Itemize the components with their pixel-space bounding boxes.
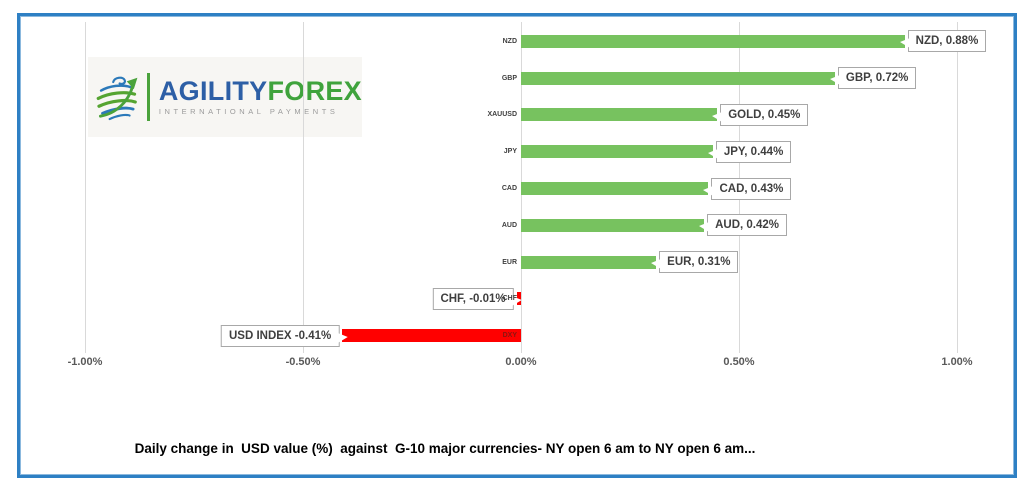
brand-name: AGILITYFOREX (158, 76, 362, 106)
bar-NZD (521, 34, 905, 48)
bar-CAD (521, 182, 709, 195)
callout-pointer (707, 148, 718, 159)
category-label-CHF: CHF (502, 295, 517, 303)
callout-pointer (651, 259, 662, 270)
bar-GBP (521, 71, 835, 85)
data-label-CHF: CHF, -0.01% (432, 287, 522, 310)
brand-tagline: INTERNATIONAL PAYMENTS (158, 107, 339, 116)
x-tick-label-4: 1.00% (941, 356, 973, 368)
data-label-NZD: NZD, 0.88% (899, 30, 987, 53)
x-tick-label-3: 0.50% (723, 356, 755, 368)
bar-AUD (521, 218, 705, 232)
data-label-AUD: AUD, 0.42% (699, 214, 788, 237)
callout-pointer (703, 185, 714, 196)
bar-XAUUSD (521, 108, 718, 122)
x-tick-label-2: 0.00% (505, 356, 537, 368)
brand-part1: AGILITY (158, 76, 268, 106)
callout-pointer (899, 38, 910, 49)
brand-part2: FOREX (267, 76, 362, 106)
data-label-DXY: USD INDEX -0.41% (220, 324, 348, 347)
callout-pointer (829, 75, 840, 86)
gridline--1.00% (85, 22, 86, 353)
logo-divider (146, 73, 150, 121)
callout-pointer (712, 111, 723, 122)
globe-arrow-icon (96, 76, 138, 121)
callout-pointer (511, 295, 522, 306)
category-label-EUR: EUR (502, 258, 517, 266)
data-label-EUR: EUR, 0.31% (651, 251, 739, 274)
bar-DXY (342, 329, 521, 343)
bar-JPY (521, 145, 713, 159)
chart-title: Daily change in USD value (%) against G-… (134, 441, 756, 456)
data-label-CAD: CAD, 0.43% (703, 177, 792, 200)
data-label-JPY: JPY, 0.44% (707, 140, 792, 163)
category-label-GBP: GBP (501, 74, 517, 82)
data-label-GBP: GBP, 0.72% (829, 67, 917, 90)
x-tick-label-1: -0.50% (285, 356, 321, 368)
data-label-XAUUSD: GOLD, 0.45% (712, 103, 809, 126)
callout-pointer (699, 222, 710, 233)
category-label-AUD: AUD (501, 221, 517, 229)
category-label-XAUUSD: XAUUSD (487, 111, 517, 119)
category-label-JPY: JPY (503, 148, 517, 156)
x-tick-label-0: -1.00% (67, 356, 103, 368)
logo-text-block: AGILITYFOREX INTERNATIONAL PAYMENTS (158, 76, 362, 117)
category-label-DXY: DXY (502, 332, 517, 340)
callout-pointer (337, 332, 348, 343)
gridline-1.00% (957, 22, 958, 353)
gridline--0.50% (303, 22, 304, 353)
agilityforex-logo: AGILITYFOREX INTERNATIONAL PAYMENTS (88, 57, 362, 137)
category-label-NZD: NZD (502, 37, 517, 45)
bar-EUR (521, 255, 657, 269)
category-label-CAD: CAD (501, 185, 517, 192)
